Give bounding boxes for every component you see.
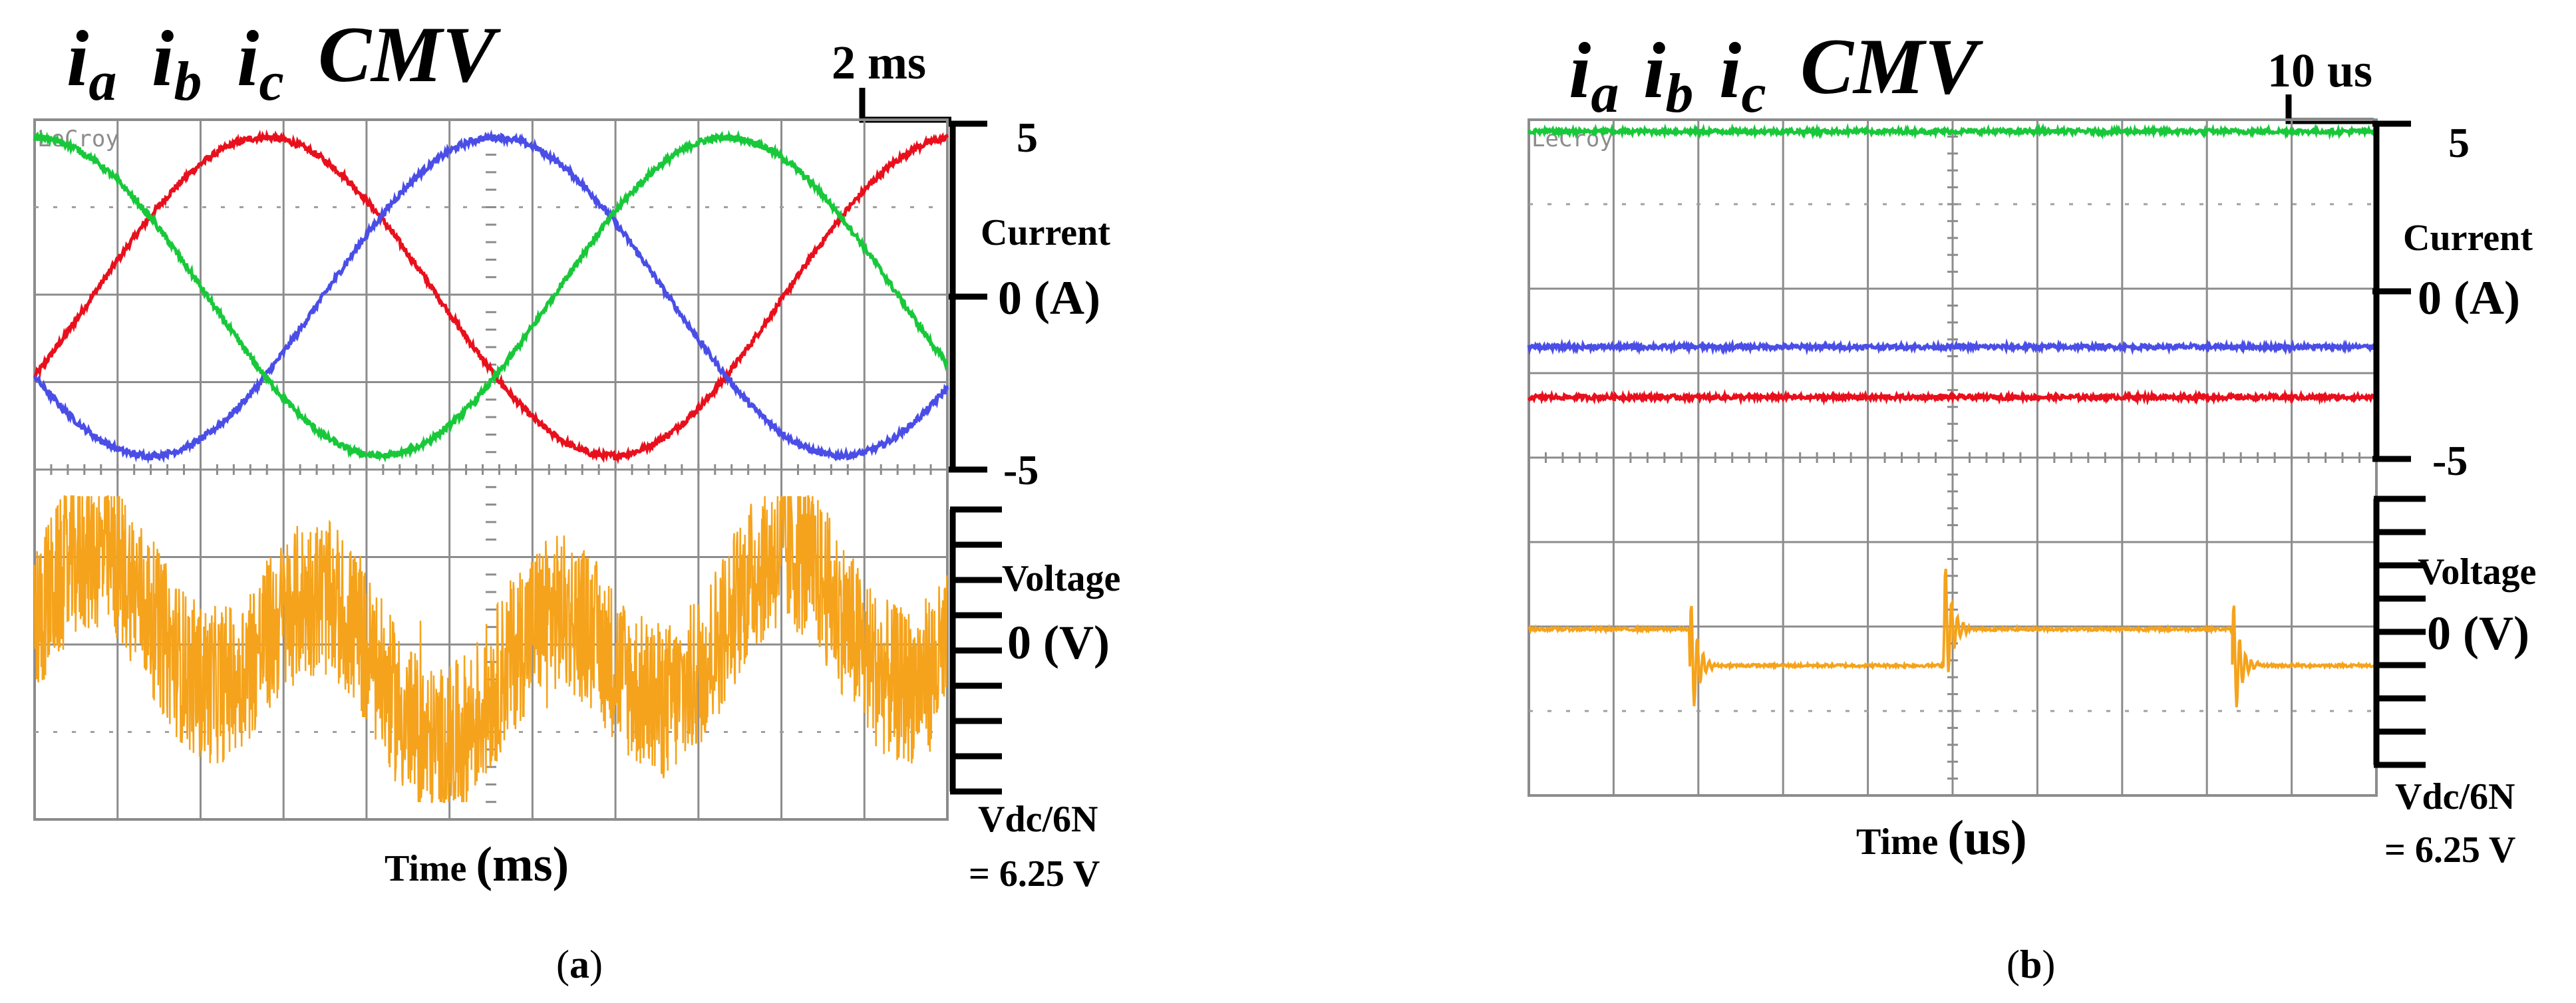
voltage-label: Voltage bbox=[1002, 558, 1120, 599]
caption-b: (b) bbox=[2007, 942, 2055, 986]
legend-ia-base: i bbox=[1569, 26, 1591, 114]
voltage-label: Voltage bbox=[2418, 551, 2536, 593]
legend-ia-sub: a bbox=[88, 51, 116, 112]
time-axis-prefix: Time bbox=[385, 848, 476, 889]
legend-ic-base: i bbox=[237, 14, 259, 102]
legend-ic-sub: c bbox=[1741, 63, 1766, 124]
legend-ic: ic bbox=[237, 14, 284, 112]
traces-b bbox=[1527, 122, 2378, 708]
trace-ib bbox=[33, 129, 949, 464]
panel-b: ia ib ic CMV 10 us LeCroy 5 Current 0 (A… bbox=[1527, 22, 2536, 986]
trace-ic bbox=[1527, 122, 2378, 140]
legend-ic-sub: c bbox=[259, 51, 283, 112]
right-axes-a bbox=[949, 120, 1002, 795]
voltage-zero-label: 0 (V) bbox=[1007, 616, 1110, 669]
voltage-scale-line2: = 6.25 V bbox=[2384, 829, 2515, 871]
current-label: Current bbox=[981, 212, 1110, 253]
time-scale-bar bbox=[2285, 94, 2374, 124]
current-top-tick: 5 bbox=[1017, 114, 1038, 161]
legend-ic: ic bbox=[1719, 26, 1766, 124]
scope-grid-b bbox=[1528, 118, 2378, 797]
legend-ib-base: i bbox=[152, 14, 174, 102]
trace-CMV bbox=[1528, 569, 2378, 708]
legend-ib-sub: b bbox=[174, 51, 202, 112]
current-bottom-tick: -5 bbox=[2432, 437, 2468, 484]
legend-ib: ib bbox=[1643, 26, 1693, 124]
legend-ia-sub: a bbox=[1591, 63, 1619, 124]
legend-cmv: CMV bbox=[1800, 22, 1984, 110]
legend-cmv: CMV bbox=[318, 10, 502, 98]
current-top-tick: 5 bbox=[2448, 119, 2470, 166]
voltage-scale-line1: Vdc/6N bbox=[2395, 776, 2515, 817]
voltage-scale-line1: Vdc/6N bbox=[978, 799, 1098, 840]
legend-ia: ia bbox=[67, 14, 116, 112]
trace-CMV bbox=[33, 495, 949, 803]
current-bottom-tick: -5 bbox=[1003, 446, 1039, 494]
current-zero-label: 0 (A) bbox=[998, 271, 1100, 325]
legend-ia-base: i bbox=[67, 14, 88, 102]
traces-a bbox=[33, 129, 949, 803]
legend-ib: ib bbox=[152, 14, 202, 112]
time-scale-bar bbox=[859, 88, 951, 123]
legend-ib-sub: b bbox=[1665, 63, 1693, 124]
time-axis-label: Time (ms) bbox=[385, 837, 569, 892]
panel-a: ia ib ic CMV 2 ms LeCroy 5 Current 0 (A)… bbox=[33, 10, 1120, 986]
legend-ia: ia bbox=[1569, 26, 1619, 124]
voltage-zero-label: 0 (V) bbox=[2427, 607, 2529, 660]
legend-ib-base: i bbox=[1643, 26, 1665, 114]
voltage-scale-line2: = 6.25 V bbox=[969, 853, 1100, 895]
current-zero-label: 0 (A) bbox=[2418, 271, 2520, 325]
legend-ic-base: i bbox=[1719, 26, 1741, 114]
time-axis-unit: (ms) bbox=[476, 837, 569, 892]
time-axis-label: Time (us) bbox=[1856, 811, 2027, 865]
time-axis-prefix: Time bbox=[1856, 821, 1947, 863]
caption-a: (a) bbox=[556, 942, 603, 986]
time-scale-label: 2 ms bbox=[832, 36, 926, 89]
trace-ia bbox=[1527, 388, 2378, 406]
current-label: Current bbox=[2403, 217, 2533, 259]
time-axis-unit: (us) bbox=[1947, 811, 2026, 865]
time-scale-label: 10 us bbox=[2267, 44, 2372, 97]
trace-ia bbox=[33, 129, 949, 465]
trace-ic bbox=[33, 130, 949, 463]
right-axes-b bbox=[2372, 120, 2426, 768]
trace-ib bbox=[1527, 338, 2378, 356]
